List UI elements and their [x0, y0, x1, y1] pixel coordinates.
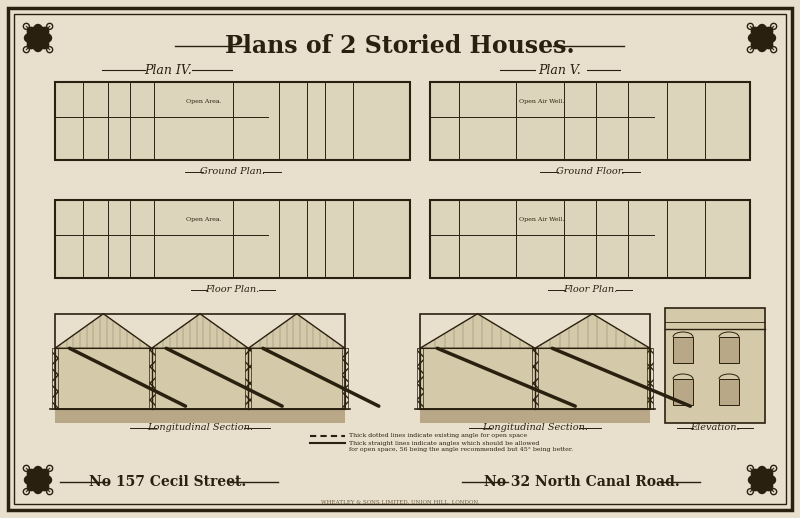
- Text: Longitudinal Section.: Longitudinal Section.: [482, 424, 588, 433]
- Bar: [673, 379, 693, 405]
- Bar: [149, 348, 154, 409]
- Circle shape: [768, 34, 775, 42]
- Circle shape: [765, 27, 773, 35]
- Text: No 32 North Canal Road.: No 32 North Canal Road.: [484, 475, 680, 489]
- Circle shape: [41, 27, 49, 35]
- Circle shape: [758, 486, 766, 494]
- Bar: [719, 379, 739, 405]
- Bar: [52, 348, 58, 409]
- Bar: [55, 348, 345, 409]
- Circle shape: [749, 34, 756, 42]
- Text: WHEATLEY & SONS LIMITED, UNION HILL, LONDON.: WHEATLEY & SONS LIMITED, UNION HILL, LON…: [321, 499, 479, 505]
- Circle shape: [749, 476, 756, 484]
- Bar: [55, 200, 410, 278]
- Bar: [532, 348, 538, 409]
- Bar: [420, 409, 650, 423]
- Circle shape: [41, 41, 49, 49]
- Bar: [55, 200, 410, 278]
- Circle shape: [751, 469, 759, 477]
- Circle shape: [751, 483, 759, 491]
- Text: Open Area.: Open Area.: [186, 99, 222, 104]
- Text: Open Area.: Open Area.: [186, 217, 222, 222]
- Bar: [430, 82, 750, 160]
- Text: for open space, 56 being the angle recommended but 45° being better.: for open space, 56 being the angle recom…: [349, 447, 573, 452]
- Bar: [55, 82, 410, 160]
- Circle shape: [754, 31, 770, 46]
- Bar: [420, 314, 650, 409]
- Bar: [55, 314, 345, 409]
- Circle shape: [27, 483, 35, 491]
- Text: Elevation.: Elevation.: [690, 424, 740, 433]
- Circle shape: [34, 24, 42, 32]
- Bar: [55, 409, 345, 423]
- Bar: [430, 82, 750, 160]
- Bar: [719, 337, 739, 363]
- Circle shape: [768, 476, 775, 484]
- Circle shape: [44, 34, 51, 42]
- Circle shape: [34, 44, 42, 51]
- Bar: [665, 308, 765, 423]
- Text: Plans of 2 Storied Houses.: Plans of 2 Storied Houses.: [225, 34, 575, 58]
- Text: Longitudinal Section.: Longitudinal Section.: [147, 424, 253, 433]
- Text: Plan IV.: Plan IV.: [144, 64, 192, 77]
- Bar: [665, 308, 765, 423]
- Text: Thick dotted lines indicate existing angle for open space: Thick dotted lines indicate existing ang…: [349, 434, 527, 439]
- Text: Open Air Well.: Open Air Well.: [519, 99, 565, 104]
- Text: Floor Plan.: Floor Plan.: [563, 285, 617, 295]
- Bar: [673, 337, 693, 363]
- Circle shape: [30, 31, 46, 46]
- Bar: [342, 348, 348, 409]
- Text: Ground Floor.: Ground Floor.: [556, 167, 624, 177]
- Text: Ground Plan.: Ground Plan.: [200, 167, 265, 177]
- Circle shape: [758, 467, 766, 474]
- Circle shape: [758, 44, 766, 51]
- Circle shape: [27, 27, 35, 35]
- Text: Plan V.: Plan V.: [538, 64, 582, 77]
- Polygon shape: [152, 314, 248, 348]
- Circle shape: [30, 472, 46, 487]
- Circle shape: [751, 27, 759, 35]
- Circle shape: [34, 486, 42, 494]
- Text: Open Air Well.: Open Air Well.: [519, 217, 565, 222]
- Polygon shape: [420, 314, 535, 348]
- Bar: [417, 348, 423, 409]
- Circle shape: [27, 41, 35, 49]
- Circle shape: [41, 469, 49, 477]
- Bar: [430, 200, 750, 278]
- Text: No 157 Cecil Street.: No 157 Cecil Street.: [90, 475, 246, 489]
- Bar: [647, 348, 653, 409]
- Polygon shape: [248, 314, 345, 348]
- Circle shape: [765, 41, 773, 49]
- Circle shape: [751, 41, 759, 49]
- Circle shape: [41, 483, 49, 491]
- Polygon shape: [535, 314, 650, 348]
- Text: Floor Plan.: Floor Plan.: [206, 285, 260, 295]
- Bar: [420, 348, 650, 409]
- Circle shape: [25, 34, 32, 42]
- Circle shape: [754, 472, 770, 487]
- Circle shape: [758, 24, 766, 32]
- Circle shape: [765, 483, 773, 491]
- Circle shape: [765, 469, 773, 477]
- Circle shape: [25, 476, 32, 484]
- Circle shape: [34, 467, 42, 474]
- Circle shape: [27, 469, 35, 477]
- Bar: [430, 200, 750, 278]
- Bar: [55, 82, 410, 160]
- Polygon shape: [55, 314, 152, 348]
- Bar: [246, 348, 251, 409]
- Circle shape: [44, 476, 51, 484]
- Text: Thick straight lines indicate angles which should be allowed: Thick straight lines indicate angles whi…: [349, 440, 539, 445]
